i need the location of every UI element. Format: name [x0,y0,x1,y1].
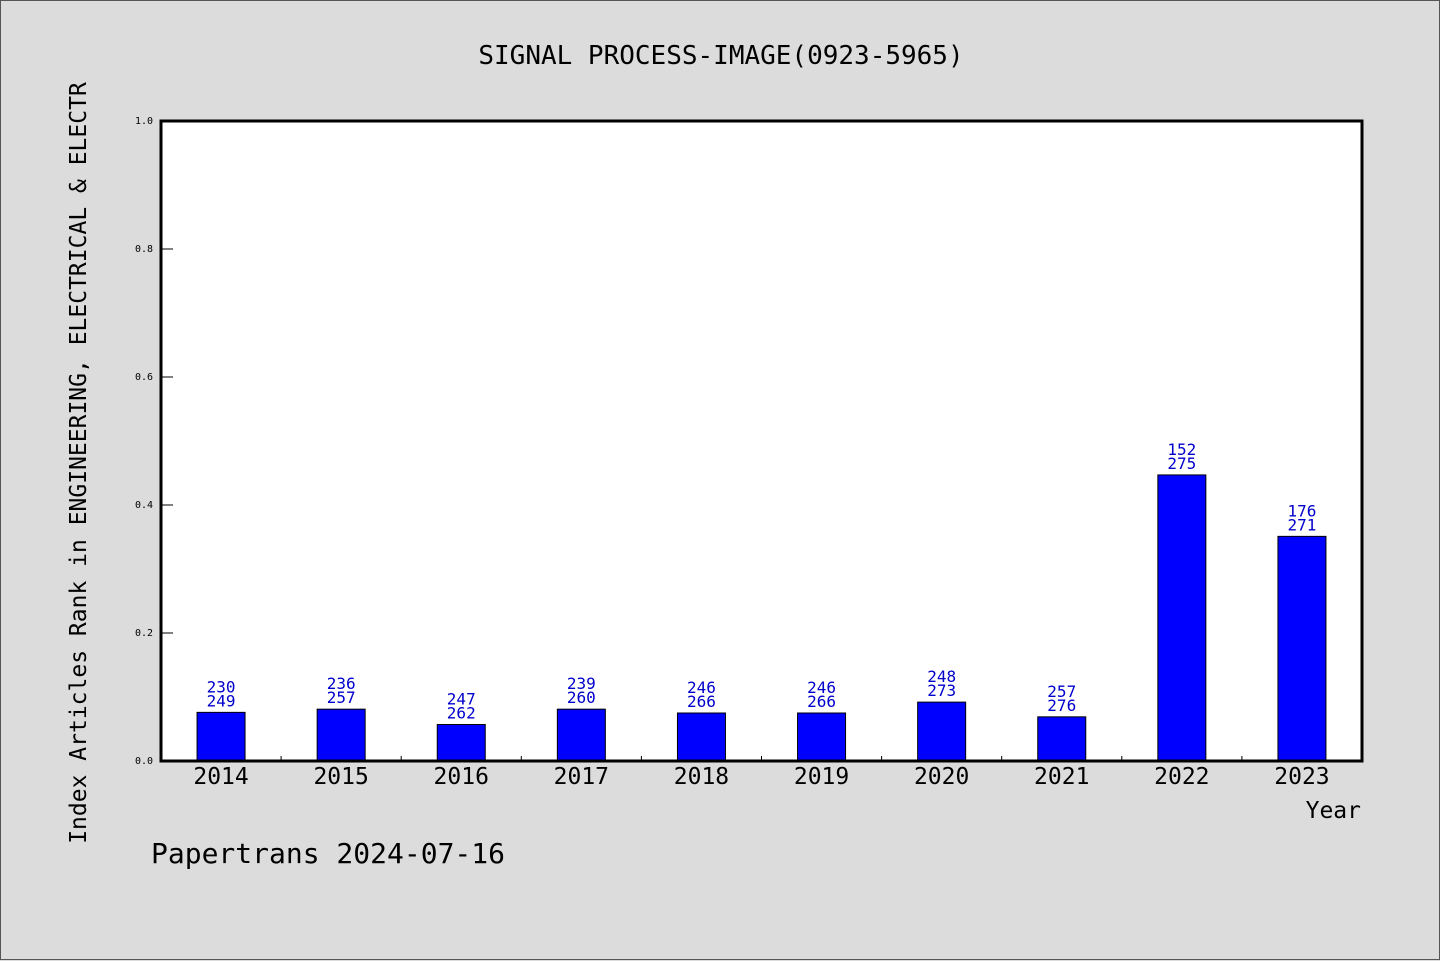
x-tick-label-2020: 2020 [914,764,969,790]
plot-border [159,119,1364,763]
rank-label-2016: 247 [447,690,476,709]
y-axis-label: Index Articles Rank in ENGINEERING, ELEC… [66,82,92,844]
bar-2015 [316,708,366,762]
total-label-2022: 275 [1167,454,1196,473]
rank-label-2020: 248 [927,667,956,686]
x-tick-label-2021: 2021 [1034,764,1089,790]
y-tick-label-0.0: 0.0 [135,756,153,767]
x-ticks-group: 2014 2015 2016 2017 2018 2019 2020 2021 2022 2023 [193,756,1330,790]
total-label-2020: 273 [927,681,956,700]
x-tick-label-2022: 2022 [1154,764,1209,790]
rank-label-2019: 246 [807,678,836,697]
x-tick-label-2018: 2018 [674,764,729,790]
y-tick-label-0.4: 0.4 [135,500,153,511]
bar-2014 [196,711,246,762]
y-tick-label-1.0: 1.0 [135,116,153,127]
bar-2017 [556,708,606,762]
total-label-2021: 276 [1047,696,1076,715]
y-tick-label-0.2: 0.2 [135,628,153,639]
x-tick-label-2019: 2019 [794,764,849,790]
x-tick-label-2023: 2023 [1274,764,1329,790]
x-tick-label-2014: 2014 [193,764,248,790]
bar-2022 [1157,474,1207,762]
bar-2019 [797,712,847,762]
x-axis-label: Year [1306,798,1361,824]
rank-label-2014: 230 [207,677,236,696]
rank-label-2015: 236 [327,674,356,693]
total-label-2019: 266 [807,692,836,711]
bar-2018 [676,712,726,762]
rank-label-2017: 239 [567,674,596,693]
x-tick-label-2015: 2015 [313,764,368,790]
y-ticks-group: 0.0 0.2 0.4 0.6 0.8 1.0 [135,116,173,767]
footer-credit: Papertrans 2024-07-16 [151,837,505,870]
total-label-2015: 257 [327,688,356,707]
rank-label-2021: 257 [1047,682,1076,701]
total-label-2017: 260 [567,688,596,707]
chart-title: SIGNAL PROCESS-IMAGE(0923-5965) [478,41,963,71]
total-label-2014: 249 [207,691,236,710]
bar-2023 [1277,535,1327,762]
rank-label-2022: 152 [1167,440,1196,459]
bar-2020 [917,701,967,762]
y-tick-label-0.6: 0.6 [135,372,153,383]
bar-2016 [436,724,486,762]
total-label-2016: 262 [447,704,476,723]
x-tick-label-2017: 2017 [554,764,609,790]
rank-label-2023: 176 [1287,501,1316,520]
bar-2021 [1037,716,1087,762]
total-label-2023: 271 [1287,515,1316,534]
y-tick-label-0.8: 0.8 [135,244,153,255]
total-label-2018: 266 [687,692,716,711]
rank-label-2018: 246 [687,678,716,697]
x-tick-label-2016: 2016 [434,764,489,790]
